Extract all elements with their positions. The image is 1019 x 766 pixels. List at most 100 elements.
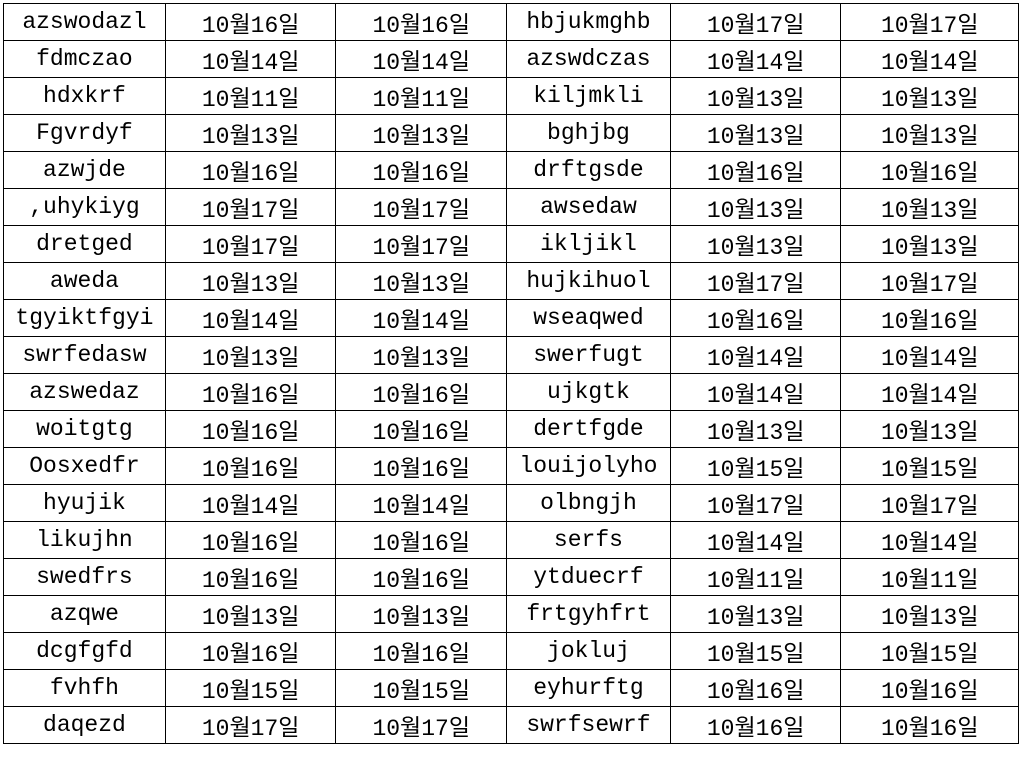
- table-cell[interactable]: 10월13일: [164, 262, 337, 300]
- table-cell[interactable]: 10월14일: [164, 40, 337, 78]
- table-cell[interactable]: 10월13일: [669, 595, 842, 633]
- table-cell[interactable]: serfs: [506, 521, 671, 559]
- table-cell[interactable]: 10월13일: [840, 77, 1019, 115]
- table-cell[interactable]: hyujik: [3, 484, 166, 522]
- table-cell[interactable]: dretged: [3, 225, 166, 263]
- table-cell[interactable]: louijolyho: [506, 447, 671, 485]
- table-cell[interactable]: 10월16일: [669, 669, 842, 707]
- table-cell[interactable]: azqwe: [3, 595, 166, 633]
- table-cell[interactable]: fvhfh: [3, 669, 166, 707]
- table-cell[interactable]: 10월14일: [335, 299, 508, 337]
- table-cell[interactable]: kiljmkli: [506, 77, 671, 115]
- table-cell[interactable]: swrfsewrf: [506, 706, 671, 744]
- table-cell[interactable]: bghjbg: [506, 114, 671, 152]
- table-cell[interactable]: 10월16일: [335, 151, 508, 189]
- table-cell[interactable]: hujkihuol: [506, 262, 671, 300]
- table-cell[interactable]: 10월13일: [335, 262, 508, 300]
- table-cell[interactable]: 10월17일: [840, 484, 1019, 522]
- table-cell[interactable]: 10월14일: [840, 521, 1019, 559]
- table-cell[interactable]: 10월16일: [164, 3, 337, 41]
- table-cell[interactable]: 10월17일: [669, 3, 842, 41]
- table-cell[interactable]: 10월17일: [669, 262, 842, 300]
- table-cell[interactable]: fdmczao: [3, 40, 166, 78]
- table-cell[interactable]: 10월13일: [335, 114, 508, 152]
- table-cell[interactable]: azswedaz: [3, 373, 166, 411]
- table-cell[interactable]: likujhn: [3, 521, 166, 559]
- table-cell[interactable]: 10월16일: [335, 521, 508, 559]
- table-cell[interactable]: 10월16일: [335, 410, 508, 448]
- table-cell[interactable]: Oosxedfr: [3, 447, 166, 485]
- table-cell[interactable]: woitgtg: [3, 410, 166, 448]
- table-cell[interactable]: 10월14일: [669, 373, 842, 411]
- table-cell[interactable]: eyhurftg: [506, 669, 671, 707]
- table-cell[interactable]: 10월17일: [164, 188, 337, 226]
- table-cell[interactable]: tgyiktfgyi: [3, 299, 166, 337]
- table-cell[interactable]: 10월14일: [669, 521, 842, 559]
- table-cell[interactable]: 10월16일: [335, 3, 508, 41]
- table-cell[interactable]: ujkgtk: [506, 373, 671, 411]
- table-cell[interactable]: 10월16일: [164, 410, 337, 448]
- table-cell[interactable]: drftgsde: [506, 151, 671, 189]
- table-cell[interactable]: 10월16일: [335, 632, 508, 670]
- table-cell[interactable]: 10월14일: [164, 484, 337, 522]
- table-cell[interactable]: hdxkrf: [3, 77, 166, 115]
- table-cell[interactable]: 10월16일: [840, 669, 1019, 707]
- table-cell[interactable]: 10월16일: [335, 447, 508, 485]
- table-cell[interactable]: aweda: [3, 262, 166, 300]
- table-cell[interactable]: 10월11일: [335, 77, 508, 115]
- table-cell[interactable]: 10월17일: [840, 262, 1019, 300]
- table-cell[interactable]: dertfgde: [506, 410, 671, 448]
- table-cell[interactable]: ytduecrf: [506, 558, 671, 596]
- table-cell[interactable]: 10월13일: [669, 114, 842, 152]
- table-cell[interactable]: 10월16일: [164, 151, 337, 189]
- table-cell[interactable]: 10월13일: [164, 595, 337, 633]
- table-cell[interactable]: 10월13일: [669, 225, 842, 263]
- table-cell[interactable]: azswdczas: [506, 40, 671, 78]
- table-cell[interactable]: 10월13일: [669, 77, 842, 115]
- table-cell[interactable]: wseaqwed: [506, 299, 671, 337]
- table-cell[interactable]: 10월16일: [840, 151, 1019, 189]
- table-cell[interactable]: ,uhykiyg: [3, 188, 166, 226]
- table-cell[interactable]: 10월13일: [164, 114, 337, 152]
- table-cell[interactable]: 10월16일: [164, 447, 337, 485]
- table-cell[interactable]: 10월16일: [164, 373, 337, 411]
- table-cell[interactable]: 10월17일: [164, 225, 337, 263]
- table-cell[interactable]: 10월14일: [335, 484, 508, 522]
- table-cell[interactable]: ikljikl: [506, 225, 671, 263]
- table-cell[interactable]: 10월15일: [840, 632, 1019, 670]
- table-cell[interactable]: 10월16일: [335, 558, 508, 596]
- table-cell[interactable]: frtgyhfrt: [506, 595, 671, 633]
- table-cell[interactable]: azswodazl: [3, 3, 166, 41]
- table-cell[interactable]: 10월11일: [164, 77, 337, 115]
- table-cell[interactable]: 10월14일: [840, 336, 1019, 374]
- table-cell[interactable]: 10월16일: [840, 706, 1019, 744]
- table-cell[interactable]: 10월13일: [840, 114, 1019, 152]
- table-cell[interactable]: 10월16일: [164, 558, 337, 596]
- table-cell[interactable]: 10월16일: [669, 151, 842, 189]
- table-cell[interactable]: 10월13일: [840, 188, 1019, 226]
- table-cell[interactable]: daqezd: [3, 706, 166, 744]
- table-cell[interactable]: 10월14일: [840, 373, 1019, 411]
- table-cell[interactable]: 10월17일: [335, 706, 508, 744]
- table-cell[interactable]: 10월14일: [840, 40, 1019, 78]
- table-cell[interactable]: azwjde: [3, 151, 166, 189]
- table-cell[interactable]: 10월13일: [335, 595, 508, 633]
- table-cell[interactable]: 10월13일: [669, 410, 842, 448]
- table-cell[interactable]: hbjukmghb: [506, 3, 671, 41]
- table-cell[interactable]: 10월17일: [335, 225, 508, 263]
- table-cell[interactable]: 10월11일: [840, 558, 1019, 596]
- table-cell[interactable]: 10월16일: [669, 299, 842, 337]
- table-cell[interactable]: 10월13일: [840, 410, 1019, 448]
- table-cell[interactable]: 10월13일: [669, 188, 842, 226]
- table-cell[interactable]: 10월17일: [335, 188, 508, 226]
- table-cell[interactable]: Fgvrdyf: [3, 114, 166, 152]
- table-cell[interactable]: 10월14일: [669, 336, 842, 374]
- table-cell[interactable]: 10월14일: [164, 299, 337, 337]
- table-cell[interactable]: 10월14일: [335, 40, 508, 78]
- table-cell[interactable]: 10월17일: [164, 706, 337, 744]
- table-cell[interactable]: 10월11일: [669, 558, 842, 596]
- table-cell[interactable]: 10월17일: [840, 3, 1019, 41]
- table-cell[interactable]: olbngjh: [506, 484, 671, 522]
- table-cell[interactable]: 10월13일: [164, 336, 337, 374]
- table-cell[interactable]: 10월16일: [164, 521, 337, 559]
